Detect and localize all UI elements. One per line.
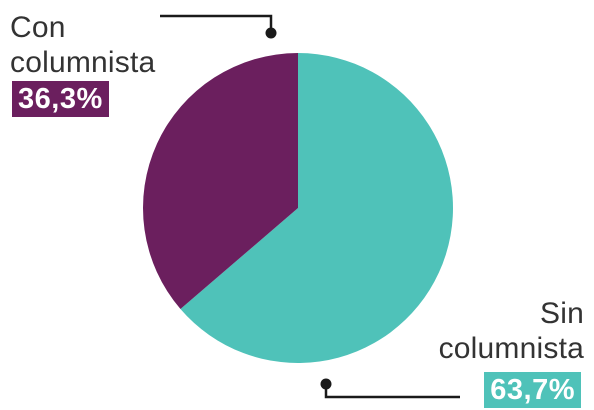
leader-sin-dot [320,378,332,390]
label-con-columnista: Con columnista [10,10,155,80]
label-sin-line2: columnista [438,332,584,365]
value-badge-con-columnista: 36,3% [12,81,109,117]
label-sin-line1: Sin [540,297,584,330]
leader-con-line [160,14,273,33]
pie-slice-sin-columnista [180,53,453,364]
label-sin-columnista: Sin columnista [439,296,584,366]
leader-con-dot [265,27,277,39]
value-badge-sin-columnista: 63,7% [484,372,581,408]
label-con-line1: Con [10,11,66,44]
pie-slice-con-columnista [142,53,298,310]
label-con-line2: columnista [10,46,156,79]
leader-sin-line [324,384,460,399]
